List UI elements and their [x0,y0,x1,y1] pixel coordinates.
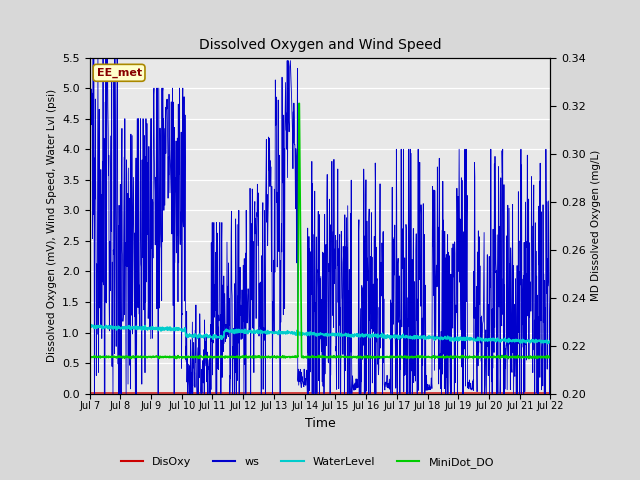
X-axis label: Time: Time [305,417,335,430]
Title: Dissolved Oxygen and Wind Speed: Dissolved Oxygen and Wind Speed [198,38,442,52]
Y-axis label: Dissolved Oxygen (mV), Wind Speed, Water Lvl (psi): Dissolved Oxygen (mV), Wind Speed, Water… [47,89,56,362]
Legend: DisOxy, ws, WaterLevel, MiniDot_DO: DisOxy, ws, WaterLevel, MiniDot_DO [116,452,499,472]
Text: EE_met: EE_met [97,68,141,78]
Y-axis label: MD Dissolved Oxygen (mg/L): MD Dissolved Oxygen (mg/L) [591,150,601,301]
